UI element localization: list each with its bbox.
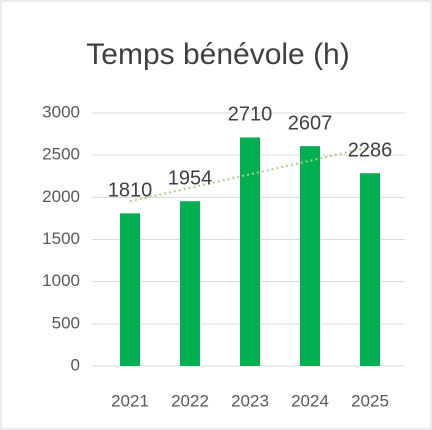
data-label: 1954	[168, 167, 213, 189]
data-label: 2286	[348, 139, 393, 161]
data-label: 2607	[288, 112, 333, 134]
data-label: 2710	[228, 104, 273, 126]
chart-title: Temps bénévole (h)	[86, 38, 349, 71]
y-tick-label: 0	[71, 355, 80, 374]
x-tick-label: 2025	[351, 391, 389, 410]
bar	[300, 146, 320, 366]
x-tick-label: 2023	[231, 391, 269, 410]
x-tick-label: 2024	[291, 391, 329, 410]
y-tick-label: 1500	[42, 229, 80, 248]
bar	[240, 137, 260, 366]
bar	[180, 201, 200, 366]
bar	[120, 213, 140, 366]
x-tick-label: 2022	[171, 391, 209, 410]
y-tick-label: 2500	[42, 145, 80, 164]
trendline	[129, 146, 371, 203]
y-tick-label: 500	[52, 313, 80, 332]
bar	[360, 173, 380, 366]
y-tick-label: 1000	[42, 271, 80, 290]
x-tick-label: 2021	[111, 391, 149, 410]
data-label: 1810	[108, 180, 153, 202]
y-tick-label: 2000	[42, 187, 80, 206]
y-tick-label: 3000	[42, 102, 80, 121]
